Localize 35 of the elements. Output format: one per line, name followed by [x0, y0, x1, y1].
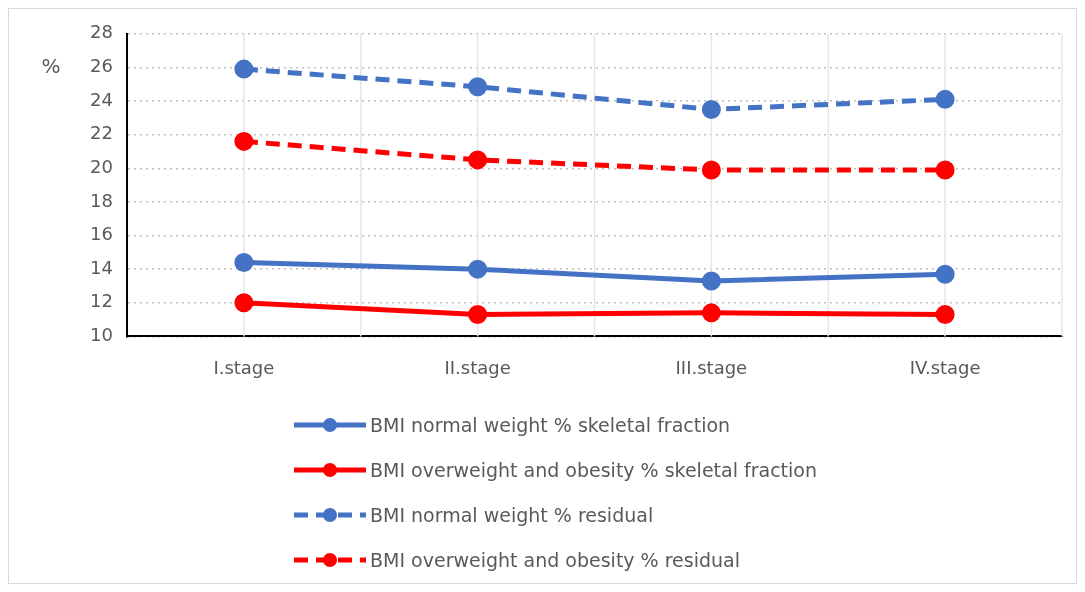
point [234, 59, 254, 79]
x-tick-label: I.stage [213, 356, 275, 378]
point [701, 99, 721, 119]
point [468, 150, 488, 170]
y-tick-label: 18 [90, 189, 113, 211]
legend-label: BMI overweight and obesity % skeletal fraction [370, 458, 817, 481]
x-tick-label: II.stage [444, 356, 511, 378]
y-tick-label: 22 [90, 122, 113, 144]
point [468, 305, 488, 325]
point [935, 305, 955, 325]
y-tick-label: 14 [90, 256, 113, 278]
y-tick-label: 20 [90, 155, 113, 177]
legend-label: BMI overweight and obesity % residual [370, 548, 740, 571]
x-tick-label: IV.stage [909, 356, 981, 378]
y-tick-label: 28 [90, 21, 113, 43]
point [935, 89, 955, 109]
y-axis-title: % [41, 53, 61, 78]
point [234, 252, 254, 272]
point [935, 264, 955, 284]
point [935, 160, 955, 180]
y-tick-label: 10 [90, 324, 113, 346]
y-tick-label: 16 [90, 223, 113, 245]
legend-label: BMI normal weight % residual [370, 503, 654, 526]
point [701, 303, 721, 323]
x-tick-label: III.stage [675, 356, 748, 378]
y-tick-label: 12 [90, 290, 113, 312]
point [234, 293, 254, 313]
point [468, 259, 488, 279]
y-tick-label: 26 [90, 55, 113, 77]
y-tick-label: 24 [90, 88, 113, 110]
point [234, 131, 254, 151]
point [701, 271, 721, 291]
point [468, 77, 488, 97]
legend-label: BMI normal weight % skeletal fraction [370, 413, 731, 436]
point [701, 160, 721, 180]
